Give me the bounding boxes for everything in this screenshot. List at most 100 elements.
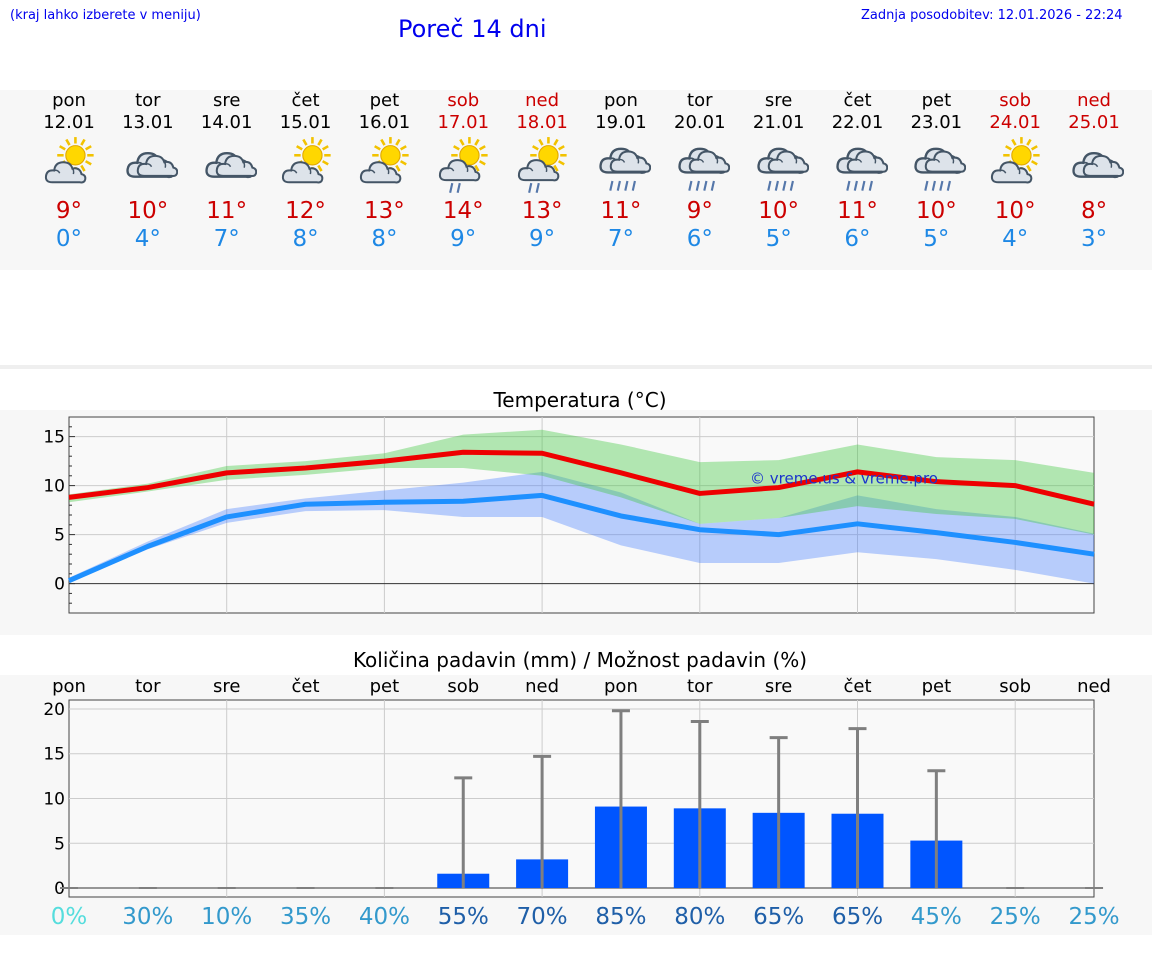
max-temperature: 14° bbox=[442, 198, 484, 224]
temperature-chart: 15 10 5 0 © vreme.us & vreme.pro bbox=[43, 416, 1095, 614]
precipitation-probability: 35% bbox=[279, 904, 332, 930]
precipitation-day-label: tor bbox=[135, 676, 161, 697]
min-temperature-range bbox=[69, 471, 1095, 584]
day-date: 23.01 bbox=[910, 112, 963, 133]
rain-icon bbox=[739, 136, 818, 196]
min-temperature: 5° bbox=[923, 226, 950, 252]
min-temperature: 7° bbox=[607, 226, 634, 252]
min-temperature: 4° bbox=[134, 226, 161, 252]
y-tick-label: 5 bbox=[54, 834, 65, 854]
rain-icon bbox=[818, 136, 897, 196]
max-temperature: 11° bbox=[837, 198, 878, 224]
day-name: ned bbox=[1077, 90, 1111, 111]
day-name: pon bbox=[52, 90, 86, 111]
y-tick-label: 10 bbox=[43, 477, 65, 497]
precipitation-day-label: sre bbox=[764, 676, 793, 697]
day-date: 17.01 bbox=[437, 112, 490, 133]
precipitation-probability: 30% bbox=[122, 904, 174, 930]
min-temperature: 7° bbox=[213, 226, 240, 252]
max-temperature: 13° bbox=[364, 198, 405, 224]
precipitation-probability: 40% bbox=[358, 904, 410, 930]
max-temperature: 12° bbox=[285, 198, 326, 224]
day-date: 21.01 bbox=[752, 112, 805, 133]
day-name: pet bbox=[921, 90, 952, 111]
day-date: 25.01 bbox=[1068, 112, 1120, 133]
day-date: 24.01 bbox=[989, 112, 1041, 133]
sun-rain-icon bbox=[503, 136, 582, 196]
rain-icon bbox=[581, 136, 660, 196]
precipitation-probability: 25% bbox=[1068, 904, 1120, 930]
partly-sunny-icon bbox=[976, 136, 1055, 196]
day-date: 20.01 bbox=[674, 112, 726, 133]
partly-sunny-icon bbox=[266, 136, 345, 196]
precipitation-probability: 70% bbox=[516, 904, 568, 930]
max-temperature: 11° bbox=[206, 198, 248, 224]
precipitation-day-label: sob bbox=[447, 676, 480, 697]
precipitation-day-label: sob bbox=[999, 676, 1032, 697]
day-date: 18.01 bbox=[516, 112, 568, 133]
min-temperature: 4° bbox=[1002, 226, 1029, 252]
day-name: sob bbox=[447, 90, 480, 111]
max-temperature: 10° bbox=[758, 198, 800, 224]
cloudy-icon bbox=[187, 136, 266, 196]
separator bbox=[0, 365, 1152, 369]
day-date: 13.01 bbox=[122, 112, 174, 133]
max-temperature-range bbox=[69, 429, 1095, 535]
location-hint: (kraj lahko izberete v meniju) bbox=[10, 8, 201, 23]
min-temperature-line bbox=[68, 492, 1095, 583]
min-temperature: 9° bbox=[450, 226, 477, 252]
precipitation-probability: 45% bbox=[910, 904, 962, 930]
last-updated: Zadnja posodobitev: 12.01.2026 - 22:24 bbox=[861, 8, 1123, 23]
min-temperature: 9° bbox=[529, 226, 556, 252]
precipitation-day-label: sre bbox=[212, 676, 241, 697]
day-date: 19.01 bbox=[595, 112, 647, 133]
min-temperature: 8° bbox=[371, 226, 398, 252]
precipitation-chart-title: Količina padavin (mm) / Možnost padavin … bbox=[352, 648, 808, 672]
rain-icon bbox=[660, 136, 739, 196]
day-name: sre bbox=[212, 90, 241, 111]
max-temperature: 11° bbox=[600, 198, 642, 224]
day-name: ned bbox=[525, 90, 560, 111]
y-tick-label: 15 bbox=[43, 428, 65, 448]
min-temperature: 8° bbox=[292, 226, 319, 252]
max-temperature: 10° bbox=[994, 198, 1036, 224]
cloudy-icon bbox=[108, 136, 187, 196]
y-tick-label: 5 bbox=[54, 526, 65, 546]
precipitation-chart: 20 15 10 5 0 bbox=[43, 699, 1104, 899]
day-date: 14.01 bbox=[200, 112, 253, 133]
min-temperature: 6° bbox=[844, 226, 871, 252]
max-temperature-line bbox=[68, 449, 1095, 507]
cloudy-icon bbox=[1055, 136, 1134, 196]
precipitation-day-label: ned bbox=[525, 676, 560, 697]
precipitation-probability: 65% bbox=[831, 904, 884, 930]
max-temperature: 9° bbox=[55, 198, 83, 224]
min-temperature: 5° bbox=[765, 226, 792, 252]
y-tick-label: 0 bbox=[54, 575, 65, 595]
precipitation-probability: 85% bbox=[595, 904, 647, 930]
min-temperature: 6° bbox=[686, 226, 713, 252]
day-name: čet bbox=[843, 90, 872, 111]
precipitation-day-label: pon bbox=[604, 676, 638, 697]
max-temperature: 13° bbox=[521, 198, 563, 224]
precipitation-probability: 25% bbox=[989, 904, 1041, 930]
day-name: pet bbox=[369, 90, 400, 111]
precipitation-probability: 0% bbox=[50, 904, 88, 930]
page-title: Poreč 14 dni bbox=[398, 15, 547, 43]
precipitation-probability: 65% bbox=[753, 904, 805, 930]
day-date: 16.01 bbox=[358, 112, 411, 133]
precipitation-day-label: pet bbox=[921, 676, 952, 697]
day-date: 15.01 bbox=[279, 112, 332, 133]
watermark: © vreme.us & vreme.pro bbox=[750, 470, 938, 488]
day-name: pon bbox=[604, 90, 638, 111]
day-date: 12.01 bbox=[43, 112, 95, 133]
max-temperature: 9° bbox=[686, 198, 713, 224]
y-tick-label: 15 bbox=[43, 745, 65, 765]
min-temperature: 0° bbox=[55, 226, 83, 252]
max-temperature: 10° bbox=[915, 198, 957, 224]
precipitation-day-label: ned bbox=[1077, 676, 1111, 697]
y-tick-label: 0 bbox=[54, 879, 65, 899]
max-temperature: 10° bbox=[127, 198, 169, 224]
precipitation-day-label: čet bbox=[291, 676, 320, 697]
y-tick-label: 10 bbox=[43, 790, 65, 810]
sun-rain-icon bbox=[424, 136, 503, 196]
